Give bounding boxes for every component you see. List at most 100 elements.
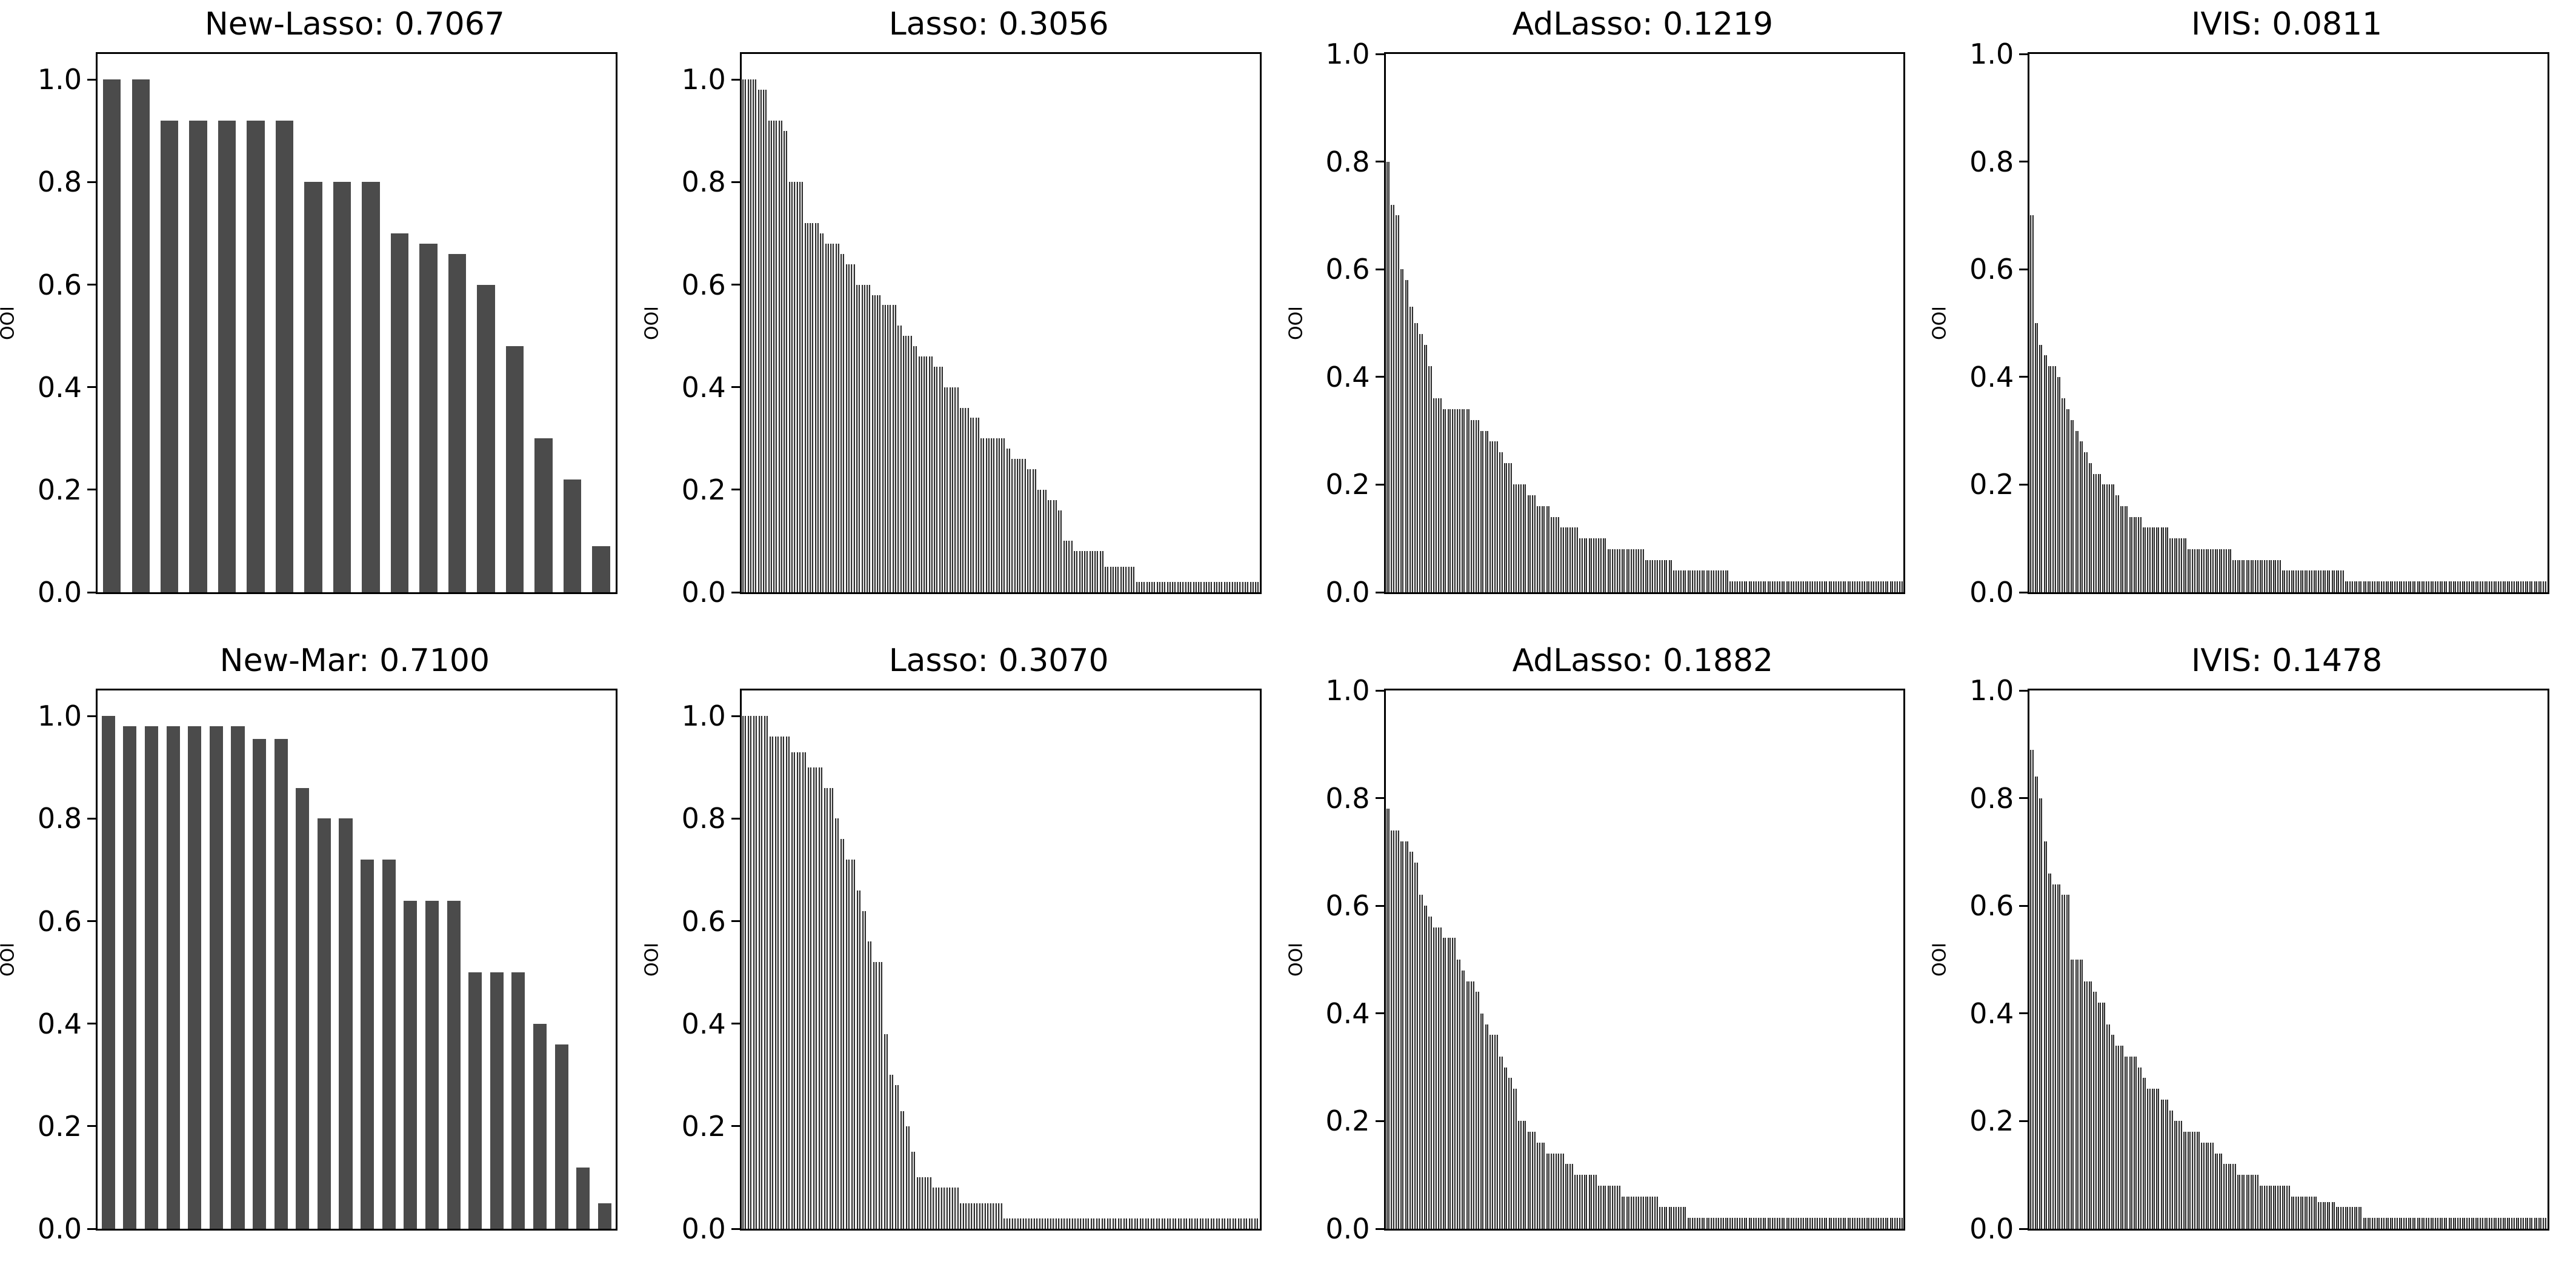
y-tick-label: 0.4 (37, 370, 82, 404)
bar (1011, 459, 1016, 592)
bar (2417, 581, 2420, 592)
bar (2160, 527, 2164, 592)
bar (918, 356, 922, 592)
bar (1532, 1132, 1536, 1229)
bar (1136, 582, 1140, 592)
bar (867, 941, 872, 1229)
bar (861, 284, 865, 592)
bar (2133, 516, 2137, 592)
bar (998, 1203, 1002, 1229)
bar (1842, 1218, 1846, 1229)
bar (1125, 566, 1130, 592)
bar (1588, 1175, 1593, 1229)
bar (2210, 549, 2214, 592)
bar (1203, 582, 1207, 592)
bar (1489, 441, 1494, 592)
bar (2327, 570, 2331, 592)
bar (933, 1188, 937, 1229)
bar (845, 860, 850, 1229)
bar (1866, 581, 1870, 592)
y-tick-label: 0.2 (1969, 468, 2014, 501)
bar (1032, 469, 1036, 592)
bar (1480, 1013, 1484, 1229)
y-tick-label: 0.8 (1325, 145, 1370, 178)
bar (2084, 452, 2088, 592)
bar (2529, 1218, 2533, 1229)
bar (1569, 527, 1574, 592)
bar (1068, 541, 1073, 592)
bar (2318, 570, 2321, 592)
bar (856, 890, 861, 1229)
bars-container (98, 690, 616, 1229)
bar (2259, 560, 2263, 592)
bar (1210, 1218, 1215, 1229)
bar (2457, 581, 2461, 592)
bar (1471, 981, 1474, 1229)
y-tick-label: 0.2 (681, 1109, 726, 1143)
panel-title: IVIS: 0.1478 (2191, 643, 2383, 679)
y-tick-label: 0.8 (1969, 781, 2014, 815)
bar (2439, 1218, 2443, 1229)
bar (2075, 430, 2078, 592)
bar (1145, 1218, 1150, 1229)
y-tick-label: 0.2 (1969, 1104, 2014, 1138)
bar (2376, 1218, 2380, 1229)
bar (1187, 582, 1192, 592)
bar (2461, 581, 2466, 592)
y-tick-label: 0.6 (37, 268, 82, 301)
bar (2507, 1218, 2511, 1229)
bar (1428, 366, 1433, 592)
panel-ivis-top: IVIS: 0.0811 OOI 0.0 0.2 0.4 0.6 0.8 1.0 (1929, 0, 2576, 636)
bar (2196, 1132, 2200, 1229)
panel-lasso-top: Lasso: 0.3056 OOI 0.0 0.2 0.4 0.6 0.8 1.0 (641, 0, 1288, 636)
bar (892, 305, 896, 592)
y-tick-label: 0.6 (1325, 253, 1370, 286)
panel-lasso-bottom: Lasso: 0.3070 OOI 0.0 0.2 0.4 0.6 0.8 1.0 (641, 636, 1288, 1273)
bar (1499, 1056, 1503, 1229)
bar (1716, 570, 1719, 592)
bar (1753, 581, 1757, 592)
bar (2192, 1132, 2195, 1229)
bar (1583, 538, 1588, 592)
bar (2452, 581, 2457, 592)
bar (2246, 560, 2249, 592)
bar (2538, 1218, 2542, 1229)
bar (1120, 566, 1125, 592)
bar (845, 264, 850, 592)
bar (1823, 581, 1828, 592)
bar (2520, 581, 2524, 592)
bar (1678, 570, 1682, 592)
bar (889, 1075, 894, 1229)
bar (1579, 1175, 1583, 1229)
bar (1875, 581, 1879, 592)
bar (2489, 581, 2492, 592)
bar (533, 1023, 547, 1229)
bar (2466, 1218, 2470, 1229)
bar (2471, 581, 2474, 592)
bar (2381, 1218, 2385, 1229)
bar (1150, 1218, 1155, 1229)
panel-title: AdLasso: 0.1219 (1512, 6, 1774, 42)
y-tick-label: 0.0 (681, 576, 726, 609)
bar (2439, 581, 2443, 592)
bar (1551, 516, 1554, 592)
bar (1447, 938, 1451, 1229)
bar (2452, 1218, 2457, 1229)
bar (1852, 581, 1855, 592)
bar (1182, 582, 1186, 592)
y-tick-label: 0.8 (1325, 781, 1370, 815)
y-tick-mark (2019, 797, 2028, 800)
bar (1089, 551, 1093, 592)
bar (131, 79, 150, 592)
bar (2174, 538, 2178, 592)
bar (1161, 1218, 1166, 1229)
bar (2363, 581, 2366, 592)
bar (2430, 1218, 2434, 1229)
bar (2448, 581, 2452, 592)
bar (1485, 430, 1489, 592)
bar (576, 1167, 590, 1229)
bar (1743, 581, 1748, 592)
bar (1396, 215, 1399, 592)
y-tick-label: 0.0 (37, 576, 82, 609)
bar (1156, 582, 1160, 592)
